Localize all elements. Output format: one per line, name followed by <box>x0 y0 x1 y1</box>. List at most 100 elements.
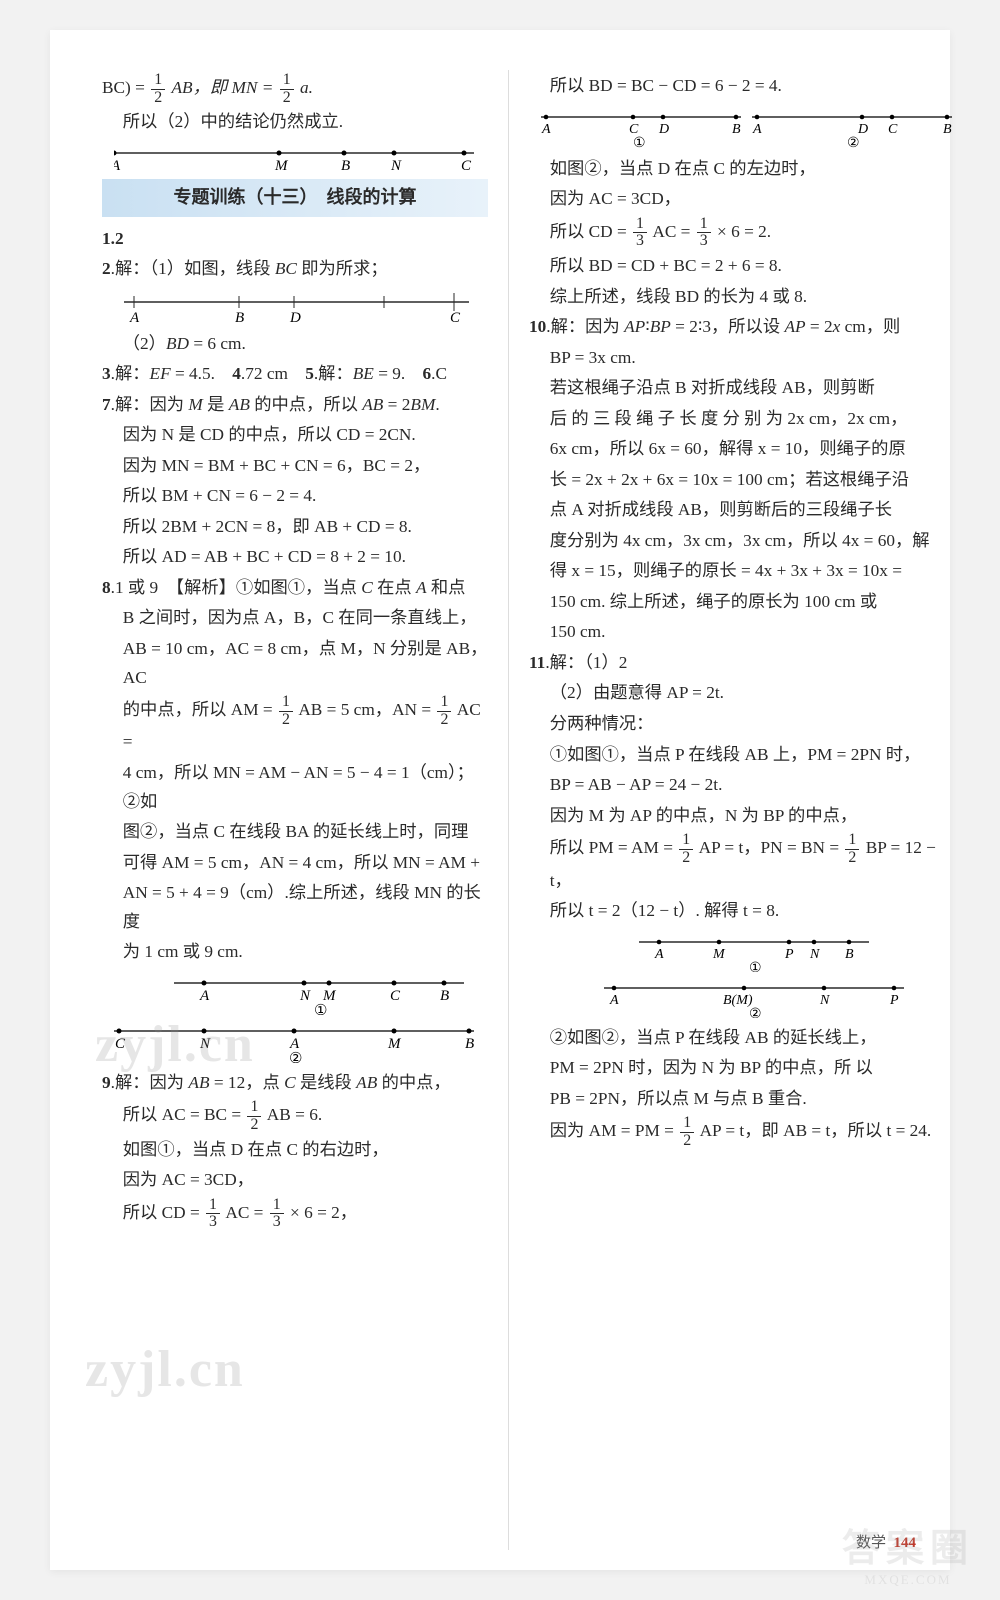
svg-text:N: N <box>390 158 402 173</box>
text-line: 的中点，所以 AM = 12 AB = 5 cm，AN = 12 AC = <box>102 694 488 757</box>
svg-text:M: M <box>274 158 289 173</box>
text-line: 图②，当点 C 在线段 BA 的延长线上时，同理 <box>102 818 488 847</box>
text-line: AN = 5 + 4 = 9（cm）.综上所述，线段 MN 的长度 <box>102 879 488 936</box>
text-line: （2）由题意得 AP = 2t. <box>529 679 961 708</box>
right-column: 所以 BD = BC − CD = 6 − 2 = 4. A C D B ① A… <box>509 70 973 1550</box>
text-line: 度分别为 4x cm，3x cm，3x cm，所以 4x = 60，解 <box>529 527 961 556</box>
text-line: 如图①，当点 D 在点 C 的右边时， <box>102 1136 488 1165</box>
q9: 9.解：因为 AB = 12，点 C 是线段 AB 的中点， <box>102 1069 488 1098</box>
svg-text:D: D <box>658 122 669 137</box>
text-line: 分两种情况： <box>529 710 961 739</box>
number-line-diagram: A M B N C <box>114 143 484 173</box>
footer-page: 144 <box>894 1535 917 1551</box>
text-line: 所以 2BM + 2CN = 8，即 AB + CD = 8. <box>102 513 488 542</box>
text-line: 所以 PM = AM = 12 AP = t，PN = BN = 12 BP =… <box>529 832 961 895</box>
svg-text:②: ② <box>749 1007 762 1018</box>
svg-text:B: B <box>440 988 449 1004</box>
svg-text:A: A <box>541 122 551 137</box>
svg-text:M: M <box>322 988 337 1004</box>
text-line: 点 A 对折成线段 AB，则剪断后的三段绳子长 <box>529 496 961 525</box>
text-line: B 之间时，因为点 A，B，C 在同一条直线上， <box>102 604 488 633</box>
svg-text:N: N <box>299 988 311 1004</box>
text-line: BC) = 12 AB，即 MN = 12 a. <box>102 72 488 106</box>
svg-text:D: D <box>857 122 868 137</box>
q2b: （2）BD = 6 cm. <box>102 330 488 359</box>
q10: 10.解：因为 AP∶BP = 2∶3，所以设 AP = 2x cm，则 <box>529 313 961 342</box>
text-line: 所以 BD = BC − CD = 6 − 2 = 4. <box>529 72 961 101</box>
text-line: 6x cm，所以 6x = 60，解得 x = 10，则绳子的原 <box>529 435 961 464</box>
text-line: 所以 AD = AB + BC + CD = 8 + 2 = 10. <box>102 543 488 572</box>
q1: 1.2 <box>102 225 488 254</box>
q2a: 22.解：（1）如图，线段 BC 即为所求；.解：（1）如图，线段 BC 即为所… <box>102 255 488 284</box>
text-line: 因为 AM = PM = 12 AP = t，即 AB = t，所以 t = 2… <box>529 1115 961 1149</box>
svg-text:②: ② <box>289 1051 302 1063</box>
svg-text:N: N <box>819 993 830 1008</box>
text-line: 所以 CD = 13 AC = 13 × 6 = 2. <box>529 216 961 250</box>
svg-text:N: N <box>809 947 820 962</box>
svg-text:C: C <box>461 158 472 173</box>
text-line: 后 的 三 段 绳 子 长 度 分 别 为 2x cm，2x cm， <box>529 405 961 434</box>
text-line: ①如图①，当点 P 在线段 AB 上，PM = 2PN 时， <box>529 741 961 770</box>
svg-text:A: A <box>609 993 619 1008</box>
text-line: 为 1 cm 或 9 cm. <box>102 938 488 967</box>
text-line: 因为 MN = BM + BC + CN = 6，BC = 2， <box>102 452 488 481</box>
svg-text:C: C <box>390 988 401 1004</box>
text-line: 如图②，当点 D 在点 C 的左边时， <box>529 155 961 184</box>
svg-text:①: ① <box>633 136 646 149</box>
q8: 8.1 或 9 【解析】①如图①，当点 C 在点 A 和点 <box>102 574 488 603</box>
svg-text:D: D <box>289 310 301 324</box>
page: BC) = 12 AB，即 MN = 12 a. 所以（2）中的结论仍然成立. … <box>50 30 950 1570</box>
left-column: BC) = 12 AB，即 MN = 12 a. 所以（2）中的结论仍然成立. … <box>90 70 509 1550</box>
text-line: 所以 AC = BC = 12 AB = 6. <box>102 1099 488 1133</box>
svg-text:A: A <box>129 310 140 324</box>
text-line: 所以 CD = 13 AC = 13 × 6 = 2， <box>102 1197 488 1231</box>
svg-text:C: C <box>888 122 898 137</box>
text-line: 4 cm，所以 MN = AM − AN = 5 − 4 = 1（cm）；②如 <box>102 759 488 816</box>
number-line-diagram: A M P N B ① <box>589 932 957 972</box>
text-line: 所以 t = 2（12 − t）. 解得 t = 8. <box>529 897 961 926</box>
text-line: ②如图②，当点 P 在线段 AB 的延长线上， <box>529 1024 961 1053</box>
text-line: 综上所述，线段 BD 的长为 4 或 8. <box>529 283 961 312</box>
svg-text:M: M <box>387 1036 402 1052</box>
q11: 11.解：（1）2 <box>529 649 961 678</box>
text-line: AB = 10 cm，AC = 8 cm，点 M，N 分别是 AB，AC <box>102 635 488 692</box>
svg-text:C: C <box>629 122 639 137</box>
text-line: 150 cm. 综上所述，绳子的原长为 100 cm 或 <box>529 588 961 617</box>
svg-text:B: B <box>845 947 854 962</box>
svg-text:①: ① <box>749 961 762 972</box>
text-line: 得 x = 15，则绳子的原长 = 4x + 3x + 3x = 10x = <box>529 557 961 586</box>
svg-text:B: B <box>732 122 741 137</box>
text-line: 长 = 2x + 2x + 6x = 10x = 100 cm；若这根绳子沿 <box>529 466 961 495</box>
svg-text:C: C <box>115 1036 126 1052</box>
svg-text:②: ② <box>847 136 860 149</box>
text-line: PM = 2PN 时，因为 N 为 BP 的中点，所 以 <box>529 1054 961 1083</box>
text-line: 可得 AM = 5 cm，AN = 4 cm，所以 MN = AM + <box>102 849 488 878</box>
number-line-diagram: C N A M B ② <box>114 1021 484 1063</box>
section-title: 专题训练（十三） 线段的计算 <box>102 179 488 217</box>
text-line: 因为 N 是 CD 的中点，所以 CD = 2CN. <box>102 421 488 450</box>
svg-text:B(M): B(M) <box>723 993 753 1008</box>
number-line-diagram: A N M C B ① <box>114 973 484 1015</box>
svg-text:B: B <box>235 310 244 324</box>
text-line: 若这根绳子沿点 B 对折成线段 AB，则剪断 <box>529 374 961 403</box>
text-line: 因为 AC = 3CD， <box>102 1166 488 1195</box>
fraction: 12 <box>151 72 165 106</box>
number-line-pair: A C D B ① A D C B ② <box>541 107 957 149</box>
svg-text:B: B <box>465 1036 474 1052</box>
text-line: BP = 3x cm. <box>529 344 961 373</box>
number-line-diagram: A B D C <box>114 290 484 324</box>
svg-text:A: A <box>289 1036 300 1052</box>
svg-text:A: A <box>654 947 664 962</box>
svg-text:B: B <box>943 122 952 137</box>
svg-text:B: B <box>341 158 350 173</box>
text-line: 因为 AC = 3CD， <box>529 185 961 214</box>
svg-text:A: A <box>199 988 210 1004</box>
svg-text:A: A <box>114 158 121 173</box>
text-line: BP = AB − AP = 24 − 2t. <box>529 771 961 800</box>
footer-subject: 数学 <box>856 1535 886 1551</box>
svg-text:N: N <box>199 1036 211 1052</box>
svg-text:P: P <box>889 993 899 1008</box>
fraction: 12 <box>280 72 294 106</box>
number-line-diagram: A B(M) N P ② <box>589 978 957 1018</box>
text-line: 所以 BD = CD + BC = 2 + 6 = 8. <box>529 252 961 281</box>
